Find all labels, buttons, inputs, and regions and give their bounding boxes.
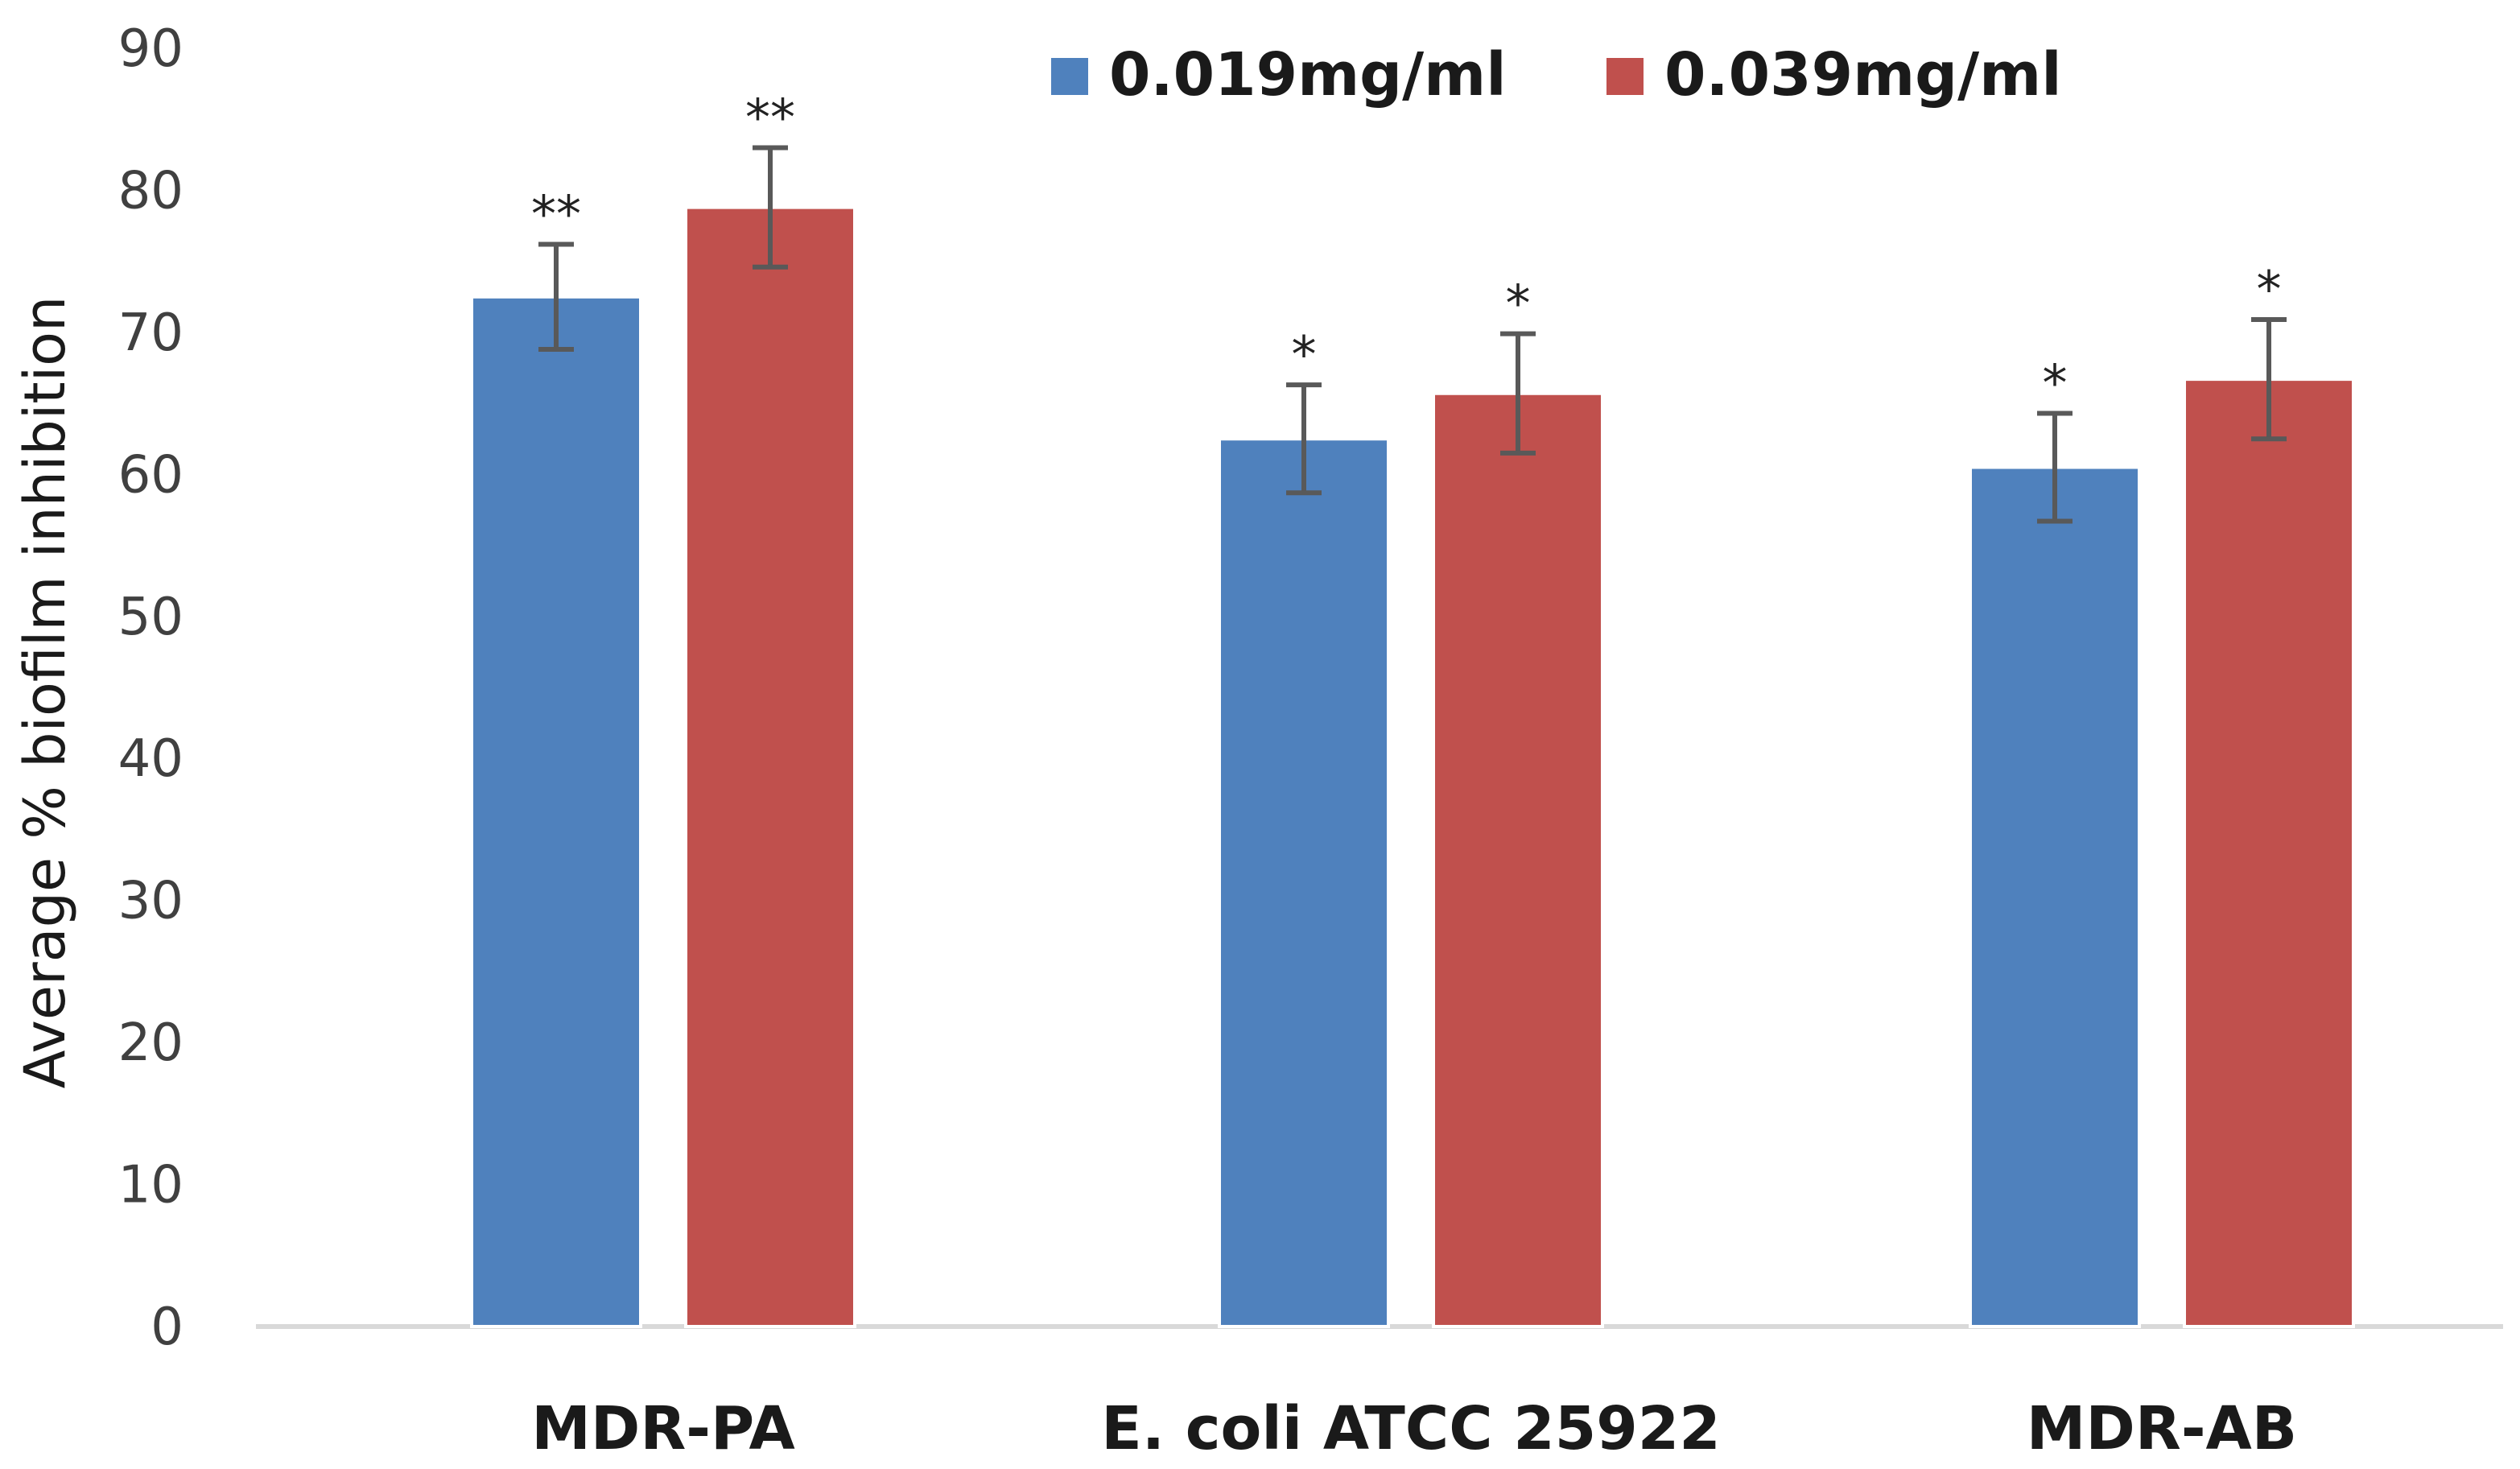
significance-marker: *: [1292, 325, 1317, 384]
y-tick-label: 90: [118, 19, 184, 79]
x-category-label: MDR-PA: [531, 1394, 794, 1463]
significance-markers: ********: [531, 89, 2282, 413]
bar-low-dose: [470, 295, 642, 1328]
y-tick-label: 0: [151, 1298, 184, 1357]
y-tick-label: 30: [118, 872, 184, 931]
bar-low-dose: [1969, 465, 2141, 1328]
y-tick-label: 40: [118, 729, 184, 789]
y-axis-ticks: 0 10 20 30 40 50 60 70 80 90: [118, 19, 184, 1357]
y-tick-label: 70: [118, 303, 184, 363]
bar-high-dose: [1432, 391, 1604, 1328]
legend-label: 0.039mg/ml: [1664, 40, 2062, 109]
significance-marker: *: [2043, 353, 2068, 412]
bar-high-dose: [2183, 378, 2355, 1328]
bars: [470, 205, 2355, 1329]
significance-marker: *: [2257, 260, 2282, 319]
legend-swatch: [1051, 58, 1088, 95]
category-labels: MDR-PA E. coli ATCC 25922 MDR-AB: [531, 1394, 2297, 1463]
y-tick-label: 60: [118, 445, 184, 505]
x-category-label: E. coli ATCC 25922: [1101, 1394, 1720, 1463]
bar-high-dose: [684, 205, 856, 1328]
significance-marker: **: [745, 89, 795, 147]
legend-label: 0.019mg/ml: [1109, 40, 1507, 109]
error-bars: [538, 145, 2287, 524]
significance-marker: **: [531, 184, 581, 243]
y-axis-title: Average % biofilm inhibition: [12, 296, 78, 1089]
y-tick-label: 10: [118, 1156, 184, 1215]
y-tick-label: 80: [118, 161, 184, 221]
y-tick-label: 20: [118, 1013, 184, 1073]
bar-low-dose: [1218, 437, 1390, 1329]
x-category-label: MDR-AB: [2027, 1394, 2297, 1463]
significance-marker: *: [1506, 274, 1531, 333]
legend: 0.019mg/ml 0.039mg/ml: [1051, 40, 2062, 109]
legend-swatch: [1606, 58, 1644, 95]
y-tick-label: 50: [118, 588, 184, 647]
